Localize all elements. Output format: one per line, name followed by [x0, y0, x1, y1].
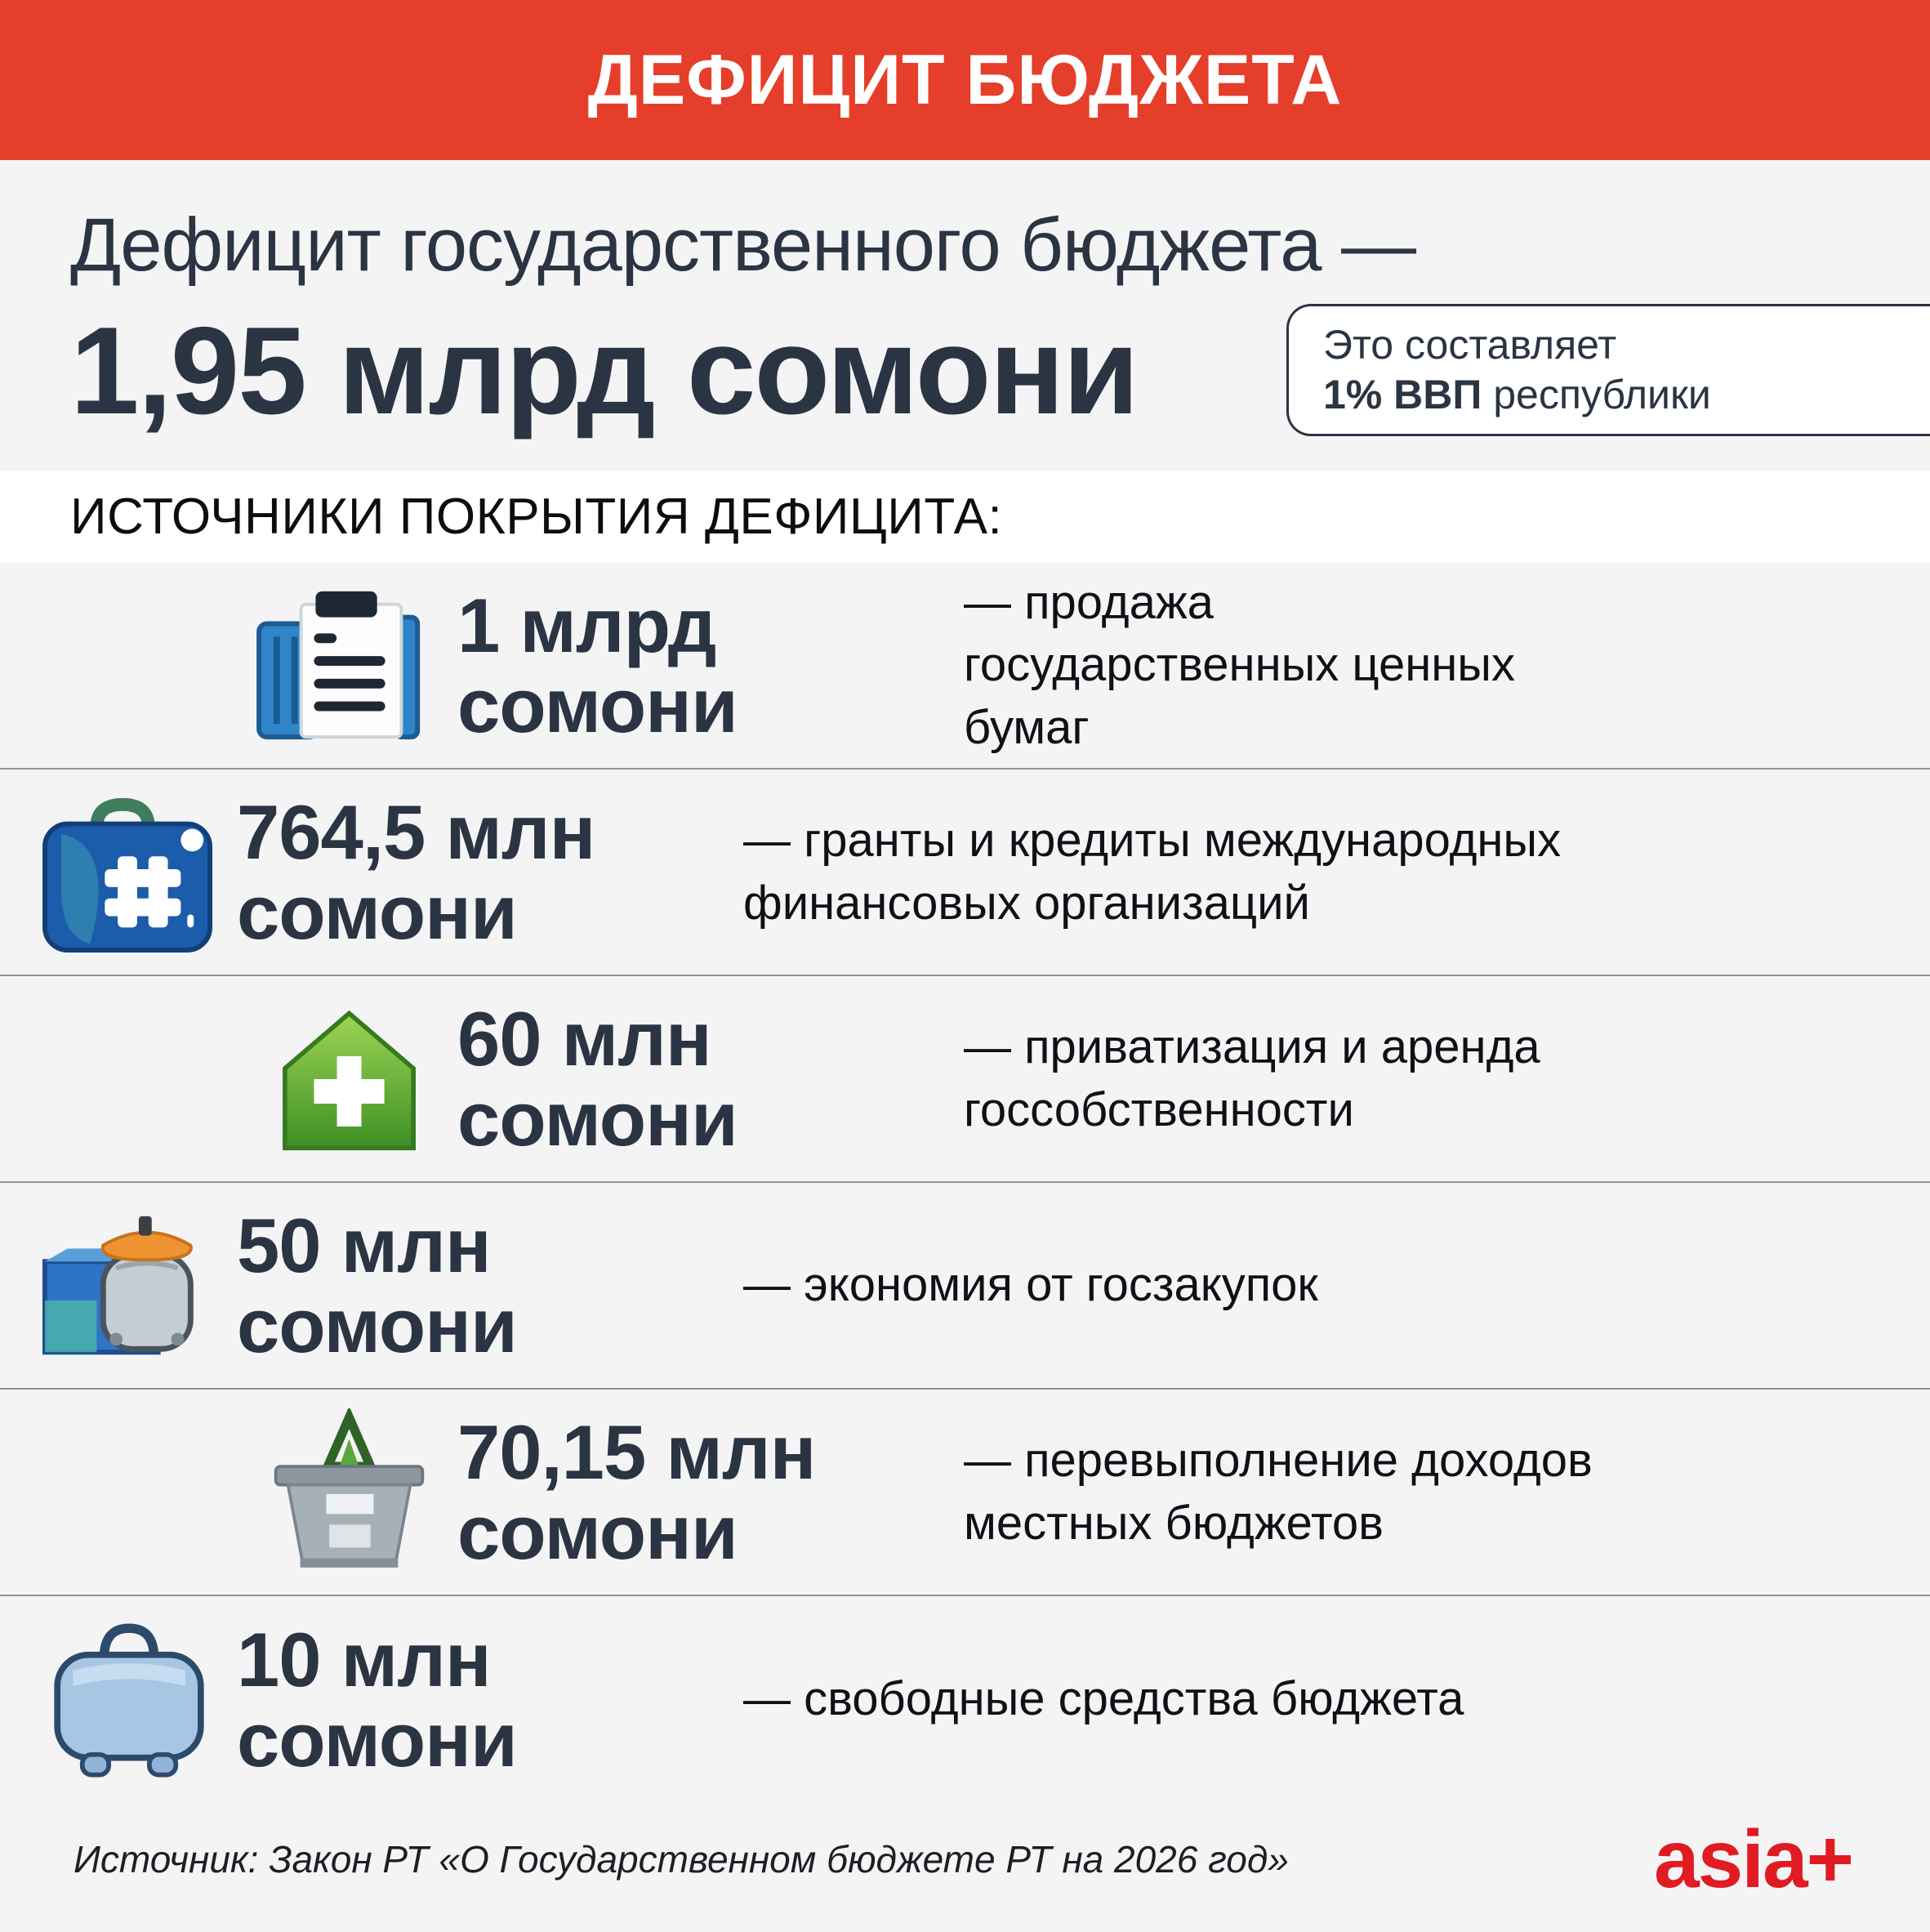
amount: 1 млрд сомони — [457, 582, 964, 748]
amount-unit: сомони — [457, 1075, 738, 1162]
amount-unit: сомони — [237, 1282, 518, 1368]
amount-value: 1 млрд — [457, 582, 716, 668]
section-band: ИСТОЧНИКИ ПОКРЫТИЯ ДЕФИЦИТА: — [0, 471, 1930, 563]
source-description: — приватизация и аренда госсобственности — [964, 1020, 1540, 1136]
list-item: 60 млн сомони — приватизация и аренда го… — [0, 976, 1930, 1183]
source-description: — свободные средства бюджета — [743, 1672, 1464, 1726]
amount: 10 млн сомони — [237, 1616, 743, 1783]
amount: 70,15 млн сомони — [457, 1412, 964, 1573]
asia-plus-logo: asia+ — [1653, 1813, 1854, 1905]
source-description: — перевыполнение доходов местных бюджето… — [964, 1433, 1593, 1550]
documents-icon — [241, 582, 457, 750]
headline-section: Дефицит государственного бюджета — 1,95 … — [0, 160, 1930, 471]
footer: Источник: Закон РТ «О Государственном бю… — [0, 1803, 1930, 1932]
gdp-tail: республики — [1482, 372, 1711, 417]
gdp-percent: 1% ВВП — [1323, 372, 1482, 417]
amount: 764,5 млн сомони — [237, 792, 743, 953]
sources-list: 1 млрд сомони — продажа государственных … — [0, 563, 1930, 1803]
amount-value: 70,15 млн — [457, 1408, 816, 1495]
source-note: Источник: Закон РТ «О Государственном бю… — [74, 1838, 1289, 1881]
list-item: 10 млн сомони — свободные средства бюдже… — [0, 1596, 1930, 1803]
list-item: 1 млрд сомони — продажа государственных … — [0, 563, 1930, 770]
briefcase-icon — [20, 788, 237, 957]
house-plus-icon — [241, 995, 457, 1163]
amount: 50 млн сомони — [237, 1202, 743, 1368]
headline-text: Дефицит государственного бюджета — — [70, 203, 1416, 287]
amount: 60 млн сомони — [457, 995, 964, 1162]
header-banner: ДЕФИЦИТ БЮДЖЕТА — [0, 0, 1930, 160]
list-item: 50 млн сомони — экономия от госзакупок — [0, 1183, 1930, 1390]
amount-unit: сомони — [237, 1696, 518, 1783]
suitcase-icon — [20, 1614, 237, 1786]
amount-value: 50 млн — [237, 1202, 492, 1288]
savings-icon — [20, 1197, 237, 1375]
source-description: — гранты и кредиты международных финансо… — [743, 813, 1562, 930]
amount-unit: сомони — [457, 662, 738, 748]
deficit-amount: 1,95 млрд сомони — [70, 301, 1139, 440]
amount-unit: сомони — [457, 1488, 738, 1575]
source-description: — экономия от госзакупок — [743, 1258, 1318, 1312]
amount-value: 764,5 млн — [237, 788, 595, 875]
source-description: — продажа государственных ценных бумаг — [964, 575, 1515, 754]
gdp-note-line1: Это составляет — [1323, 322, 1617, 368]
page-title: ДЕФИЦИТ БЮДЖЕТА — [587, 40, 1343, 119]
list-item: 764,5 млн сомони — гранты и кредиты межд… — [0, 770, 1930, 976]
basket-sprout-icon — [241, 1408, 457, 1577]
amount-value: 60 млн — [457, 995, 712, 1082]
gdp-note-box: Это составляет 1% ВВП республики — [1286, 304, 1930, 436]
section-title: ИСТОЧНИКИ ПОКРЫТИЯ ДЕФИЦИТА: — [70, 489, 1003, 545]
gdp-note-line2: 1% ВВП республики — [1323, 370, 1930, 420]
amount-value: 10 млн — [237, 1616, 492, 1702]
amount-unit: сомони — [237, 868, 518, 955]
list-item: 70,15 млн сомони — перевыполнение доходо… — [0, 1390, 1930, 1596]
